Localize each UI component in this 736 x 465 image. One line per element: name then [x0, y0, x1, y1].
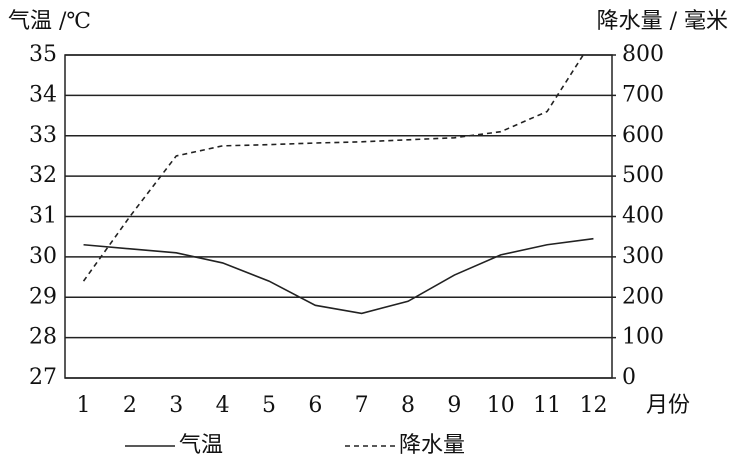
x-tick-label: 11: [533, 393, 561, 418]
plot-area: [82, 55, 594, 315]
y-tick-label: 30: [29, 244, 57, 269]
y2-tick-label: 200: [622, 284, 664, 309]
line-series: [83, 237, 594, 315]
plot-frame: [64, 54, 613, 379]
x-tick-label: 9: [447, 393, 461, 418]
x-tick-label: 6: [308, 393, 322, 418]
y2-tick-label: 700: [622, 82, 664, 107]
y-tick-label: 28: [29, 325, 57, 350]
y2-tick-label: 600: [622, 123, 664, 148]
x-tick-label: 3: [169, 393, 183, 418]
y-tick-label: 33: [29, 123, 57, 148]
y2-tick-label: 300: [622, 244, 664, 269]
y-tick-label: 35: [29, 42, 57, 67]
x-tick-label: 12: [579, 393, 607, 418]
y-tick-label: 29: [29, 284, 57, 309]
x-tick-label: 7: [355, 393, 369, 418]
y2-tick-label: 100: [622, 325, 664, 350]
y-tick-label: 27: [29, 365, 57, 390]
x-tick-label: 1: [77, 393, 91, 418]
y-tick-label: 32: [29, 163, 57, 188]
x-tick-label: 2: [123, 393, 137, 418]
y-axis-label: 气温 /℃: [8, 9, 91, 34]
y2-tick-label: 0: [622, 365, 636, 390]
x-tick-label: 8: [401, 393, 415, 418]
y-tick-label: 34: [29, 82, 57, 107]
x-tick-label: 10: [487, 393, 515, 418]
x-tick-label: 4: [216, 393, 230, 418]
y2-tick-label: 800: [622, 42, 664, 67]
y-tick-label: 31: [29, 204, 57, 229]
x-axis-label: 月份: [646, 393, 690, 418]
line-series: [82, 55, 585, 282]
x-tick-label: 5: [262, 393, 276, 418]
y2-tick-label: 500: [622, 163, 664, 188]
legend-label: 气温: [179, 433, 223, 458]
y2-axis-label: 降水量 / 毫米: [597, 9, 728, 34]
y2-tick-label: 400: [622, 204, 664, 229]
legend-label: 降水量: [399, 433, 465, 458]
